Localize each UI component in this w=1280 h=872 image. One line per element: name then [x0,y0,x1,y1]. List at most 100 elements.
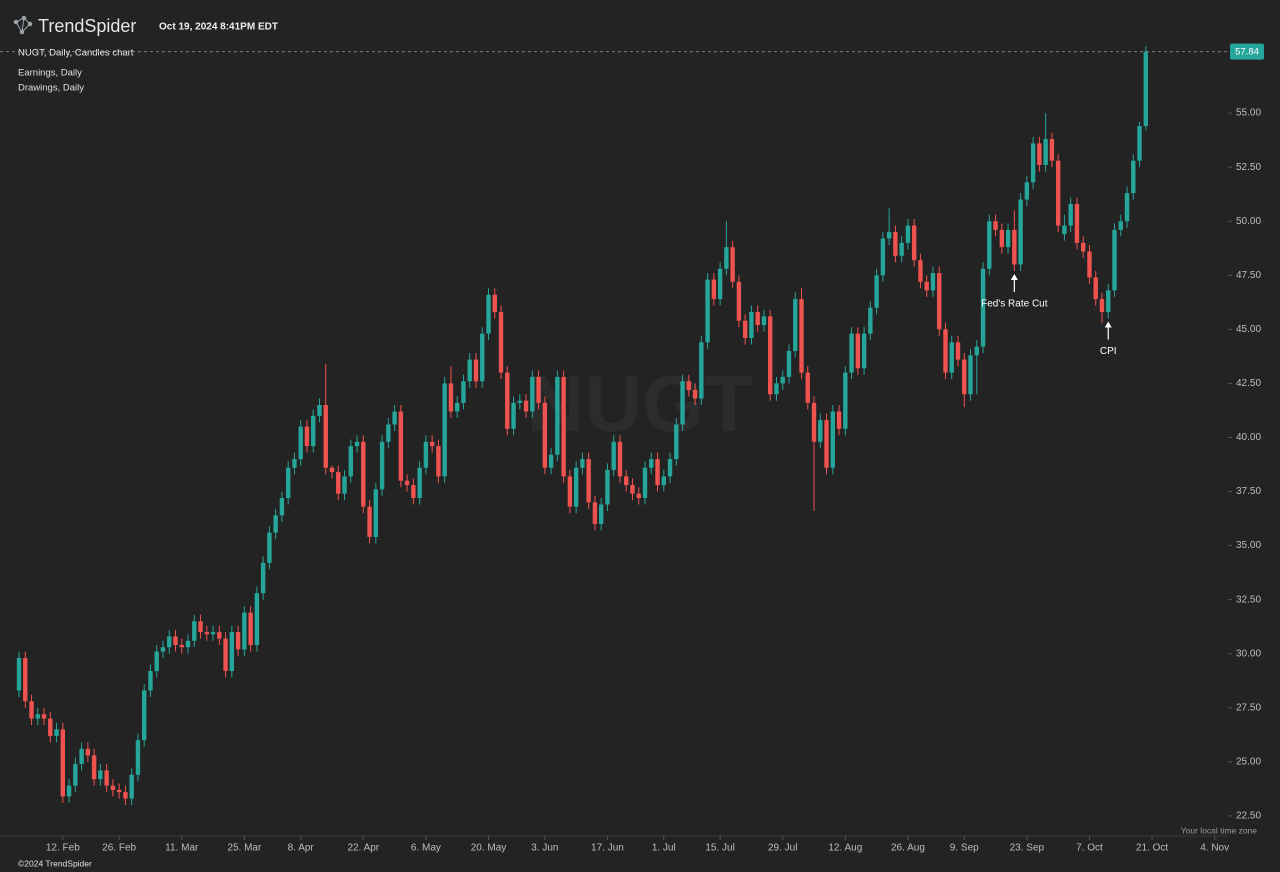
candle-body [880,238,886,276]
logo-icon [13,15,33,35]
candle-body [73,763,78,786]
candle-body [148,671,153,691]
candle-body [699,342,704,399]
candle-body [780,376,785,384]
candle-body [818,420,823,442]
candle-body [661,476,666,486]
candle-body [830,411,835,468]
candle-body [354,441,360,447]
candle-body [35,714,40,719]
x-tick-label: 23. Sep [1010,843,1045,854]
candle-body [179,645,184,648]
candle-body [442,383,447,477]
candle-body [411,485,416,499]
candle-body [323,405,328,468]
candle-body [774,383,779,395]
annotation-label: CPI [1100,346,1117,357]
candle-body [548,454,554,468]
candle-body [336,472,341,494]
candle-body [705,279,710,343]
candle-body [311,415,316,447]
candle-body [66,785,72,797]
x-tick-label: 6. May [411,843,441,854]
candle-body [843,372,848,429]
candle-body [598,504,604,524]
candle-body [730,247,735,282]
candle-body [786,350,792,377]
candle-body [361,441,366,507]
candle-body [60,729,66,797]
candle-body [398,411,404,481]
candle-body [918,260,923,282]
candle-body [254,593,260,646]
candle-body [642,467,648,499]
x-tick-label: 12. Feb [46,843,80,854]
candle-body [1081,242,1086,252]
candle-body [160,647,166,652]
x-tick-label: 11. Mar [165,843,199,854]
candle-body [123,792,128,799]
candle-body [1062,225,1067,235]
candle-body [793,299,798,351]
candle-body [686,381,692,390]
candle-body [267,532,272,563]
candle-body [436,446,441,477]
y-tick-label: 47.50 [1236,270,1261,281]
candle-body [210,632,216,635]
candle-body [511,402,516,429]
candle-body [592,502,598,524]
candle-body [561,376,566,477]
candle-body [492,294,497,313]
candle-body [116,789,122,793]
candle-body [135,740,141,775]
candle-body [724,247,729,269]
candle-body [54,729,59,736]
candle-body [736,281,742,321]
candle-body [749,312,754,338]
candle-body [893,232,898,256]
candle-body [467,359,472,382]
candle-body [937,273,942,330]
candle-body [423,441,429,468]
candle-body [217,632,222,639]
last-price-box [1230,43,1264,60]
brand: TrendSpider [38,16,136,36]
x-tick-label: 25. Mar [227,843,262,854]
candle-body [229,632,235,672]
candle-body [1055,160,1061,226]
candle-body [987,221,992,269]
candle-body [429,441,435,447]
candle-body [480,333,485,382]
x-tick-label: 9. Sep [950,843,979,854]
candle-body [1106,290,1111,313]
candle-body [260,562,266,594]
candle-body [855,333,861,369]
candle-body [154,651,159,672]
candle-body [204,632,209,635]
candle-body [586,459,591,503]
candle-body [542,402,548,468]
x-tick-label: 7. Oct [1076,843,1103,854]
candle-body [91,755,97,780]
candle-body [273,515,278,533]
timestamp: Oct 19, 2024 8:41PM EDT [159,22,278,33]
candle-body [167,636,172,648]
candle-body [29,701,34,719]
candle-body [943,329,948,373]
candle-body [1030,143,1036,183]
watermark: NUGT [527,359,754,448]
candle-body [755,312,760,326]
candle-body [930,273,936,291]
candle-body [655,459,660,486]
x-tick-label: 21. Oct [1136,843,1168,854]
candle-body [486,294,491,334]
candle-body [886,232,892,239]
y-tick-label: 27.50 [1236,702,1261,713]
candle-body [1024,182,1030,200]
candle-body [248,612,253,646]
candle-body [1018,199,1023,265]
candle-body [41,714,47,719]
candle-body [680,381,685,425]
candle-body [968,355,973,395]
candle-body [373,489,379,537]
